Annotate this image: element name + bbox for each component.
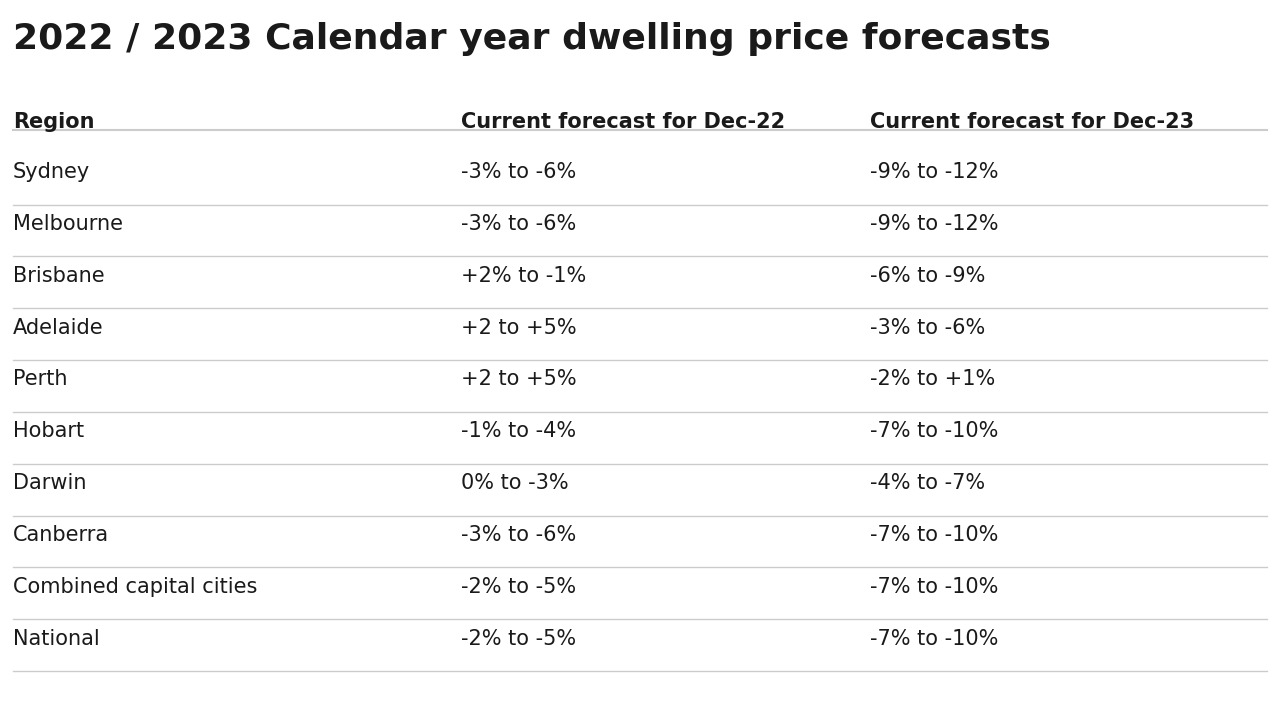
Text: Sydney: Sydney (13, 162, 90, 182)
Text: Region: Region (13, 112, 95, 132)
Text: Current forecast for Dec-22: Current forecast for Dec-22 (461, 112, 785, 132)
Text: +2% to -1%: +2% to -1% (461, 266, 586, 286)
Text: -3% to -6%: -3% to -6% (461, 162, 576, 182)
Text: -2% to -5%: -2% to -5% (461, 577, 576, 597)
Text: Brisbane: Brisbane (13, 266, 105, 286)
Text: -3% to -6%: -3% to -6% (461, 525, 576, 545)
Text: Hobart: Hobart (13, 421, 84, 441)
Text: -7% to -10%: -7% to -10% (870, 629, 998, 649)
Text: 0% to -3%: 0% to -3% (461, 473, 568, 493)
Text: Current forecast for Dec-23: Current forecast for Dec-23 (870, 112, 1194, 132)
Text: 2022 / 2023 Calendar year dwelling price forecasts: 2022 / 2023 Calendar year dwelling price… (13, 22, 1051, 55)
Text: -1% to -4%: -1% to -4% (461, 421, 576, 441)
Text: -6% to -9%: -6% to -9% (870, 266, 986, 286)
Text: +2 to +5%: +2 to +5% (461, 369, 576, 390)
Text: -7% to -10%: -7% to -10% (870, 577, 998, 597)
Text: Melbourne: Melbourne (13, 214, 123, 234)
Text: -2% to -5%: -2% to -5% (461, 629, 576, 649)
Text: -7% to -10%: -7% to -10% (870, 525, 998, 545)
Text: National: National (13, 629, 100, 649)
Text: Canberra: Canberra (13, 525, 109, 545)
Text: -9% to -12%: -9% to -12% (870, 214, 998, 234)
Text: -4% to -7%: -4% to -7% (870, 473, 986, 493)
Text: Perth: Perth (13, 369, 68, 390)
Text: Darwin: Darwin (13, 473, 86, 493)
Text: -9% to -12%: -9% to -12% (870, 162, 998, 182)
Text: Adelaide: Adelaide (13, 318, 104, 338)
Text: -3% to -6%: -3% to -6% (461, 214, 576, 234)
Text: -3% to -6%: -3% to -6% (870, 318, 986, 338)
Text: -7% to -10%: -7% to -10% (870, 421, 998, 441)
Text: Combined capital cities: Combined capital cities (13, 577, 257, 597)
Text: +2 to +5%: +2 to +5% (461, 318, 576, 338)
Text: -2% to +1%: -2% to +1% (870, 369, 996, 390)
